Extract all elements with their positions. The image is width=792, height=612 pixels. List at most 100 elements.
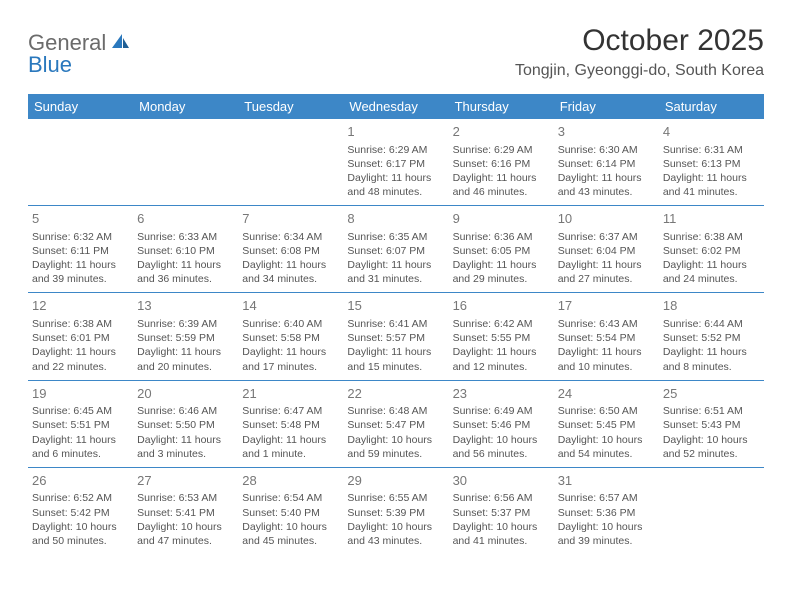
day-info-line: Daylight: 11 hours	[242, 258, 339, 272]
calendar-day-cell: 11Sunrise: 6:38 AMSunset: 6:02 PMDayligh…	[659, 206, 764, 293]
day-info-line: and 59 minutes.	[347, 447, 444, 461]
day-info-line: and 36 minutes.	[137, 272, 234, 286]
day-info-line: Sunrise: 6:51 AM	[663, 404, 760, 418]
calendar-day-cell: 31Sunrise: 6:57 AMSunset: 5:36 PMDayligh…	[554, 467, 659, 554]
day-info-line: Sunset: 6:08 PM	[242, 244, 339, 258]
day-header: Tuesday	[238, 94, 343, 119]
day-info-line: Sunrise: 6:29 AM	[347, 143, 444, 157]
day-info-line: and 15 minutes.	[347, 360, 444, 374]
day-info-line: Sunrise: 6:38 AM	[663, 230, 760, 244]
day-info-line: Sunrise: 6:53 AM	[137, 491, 234, 505]
day-info-line: Sunset: 6:04 PM	[558, 244, 655, 258]
calendar-day-cell: 13Sunrise: 6:39 AMSunset: 5:59 PMDayligh…	[133, 293, 238, 380]
day-info-line: Daylight: 11 hours	[242, 345, 339, 359]
calendar-day-cell: 20Sunrise: 6:46 AMSunset: 5:50 PMDayligh…	[133, 380, 238, 467]
day-info-line: Sunrise: 6:33 AM	[137, 230, 234, 244]
day-number: 30	[453, 472, 550, 490]
calendar-day-cell: 5Sunrise: 6:32 AMSunset: 6:11 PMDaylight…	[28, 206, 133, 293]
day-info-line: Sunrise: 6:39 AM	[137, 317, 234, 331]
day-info-line: and 39 minutes.	[32, 272, 129, 286]
day-info-line: Sunrise: 6:36 AM	[453, 230, 550, 244]
day-info-line: Sunset: 5:36 PM	[558, 506, 655, 520]
day-info-line: and 8 minutes.	[663, 360, 760, 374]
day-info-line: Sunrise: 6:45 AM	[32, 404, 129, 418]
day-info-line: Sunset: 6:01 PM	[32, 331, 129, 345]
day-info-line: Sunrise: 6:34 AM	[242, 230, 339, 244]
day-info-line: Sunset: 5:51 PM	[32, 418, 129, 432]
day-info-line: Daylight: 10 hours	[453, 433, 550, 447]
day-info-line: Daylight: 11 hours	[663, 258, 760, 272]
day-info-line: and 47 minutes.	[137, 534, 234, 548]
day-info-line: and 50 minutes.	[32, 534, 129, 548]
day-info-line: Sunrise: 6:54 AM	[242, 491, 339, 505]
day-number: 24	[558, 385, 655, 403]
calendar-day-cell: 26Sunrise: 6:52 AMSunset: 5:42 PMDayligh…	[28, 467, 133, 554]
day-info-line: Daylight: 10 hours	[453, 520, 550, 534]
day-info-line: Sunrise: 6:38 AM	[32, 317, 129, 331]
day-info-line: and 1 minute.	[242, 447, 339, 461]
day-info-line: and 52 minutes.	[663, 447, 760, 461]
calendar-week-row: 19Sunrise: 6:45 AMSunset: 5:51 PMDayligh…	[28, 380, 764, 467]
day-info-line: Daylight: 11 hours	[453, 171, 550, 185]
day-info-line: Sunrise: 6:48 AM	[347, 404, 444, 418]
day-info-line: Sunrise: 6:30 AM	[558, 143, 655, 157]
logo-sub: Blue	[28, 52, 72, 78]
calendar-day-cell: 12Sunrise: 6:38 AMSunset: 6:01 PMDayligh…	[28, 293, 133, 380]
day-info-line: Sunrise: 6:40 AM	[242, 317, 339, 331]
day-info-line: Sunrise: 6:43 AM	[558, 317, 655, 331]
day-info-line: Daylight: 11 hours	[453, 258, 550, 272]
day-info-line: Sunset: 6:14 PM	[558, 157, 655, 171]
day-info-line: Daylight: 11 hours	[453, 345, 550, 359]
location: Tongjin, Gyeonggi-do, South Korea	[515, 62, 764, 80]
day-info-line: Sunset: 6:07 PM	[347, 244, 444, 258]
day-number: 22	[347, 385, 444, 403]
calendar-day-cell	[133, 119, 238, 206]
day-number: 5	[32, 210, 129, 228]
calendar-day-cell: 7Sunrise: 6:34 AMSunset: 6:08 PMDaylight…	[238, 206, 343, 293]
day-header: Wednesday	[343, 94, 448, 119]
day-info-line: Sunset: 6:10 PM	[137, 244, 234, 258]
day-info-line: Sunset: 5:37 PM	[453, 506, 550, 520]
day-info-line: Daylight: 10 hours	[663, 433, 760, 447]
calendar-day-cell: 17Sunrise: 6:43 AMSunset: 5:54 PMDayligh…	[554, 293, 659, 380]
day-header: Friday	[554, 94, 659, 119]
day-number: 27	[137, 472, 234, 490]
day-number: 11	[663, 210, 760, 228]
month-title: October 2025	[515, 24, 764, 58]
day-info-line: Daylight: 11 hours	[32, 258, 129, 272]
day-number: 31	[558, 472, 655, 490]
logo-sail-icon	[110, 32, 130, 55]
day-info-line: Sunrise: 6:57 AM	[558, 491, 655, 505]
calendar-week-row: 1Sunrise: 6:29 AMSunset: 6:17 PMDaylight…	[28, 119, 764, 206]
day-number: 6	[137, 210, 234, 228]
day-info-line: Sunset: 5:46 PM	[453, 418, 550, 432]
day-info-line: Sunrise: 6:42 AM	[453, 317, 550, 331]
day-number: 1	[347, 123, 444, 141]
day-info-line: Sunset: 6:16 PM	[453, 157, 550, 171]
day-info-line: Sunrise: 6:41 AM	[347, 317, 444, 331]
calendar-day-cell: 24Sunrise: 6:50 AMSunset: 5:45 PMDayligh…	[554, 380, 659, 467]
day-info-line: Daylight: 11 hours	[137, 433, 234, 447]
day-info-line: Sunset: 5:48 PM	[242, 418, 339, 432]
day-info-line: and 41 minutes.	[453, 534, 550, 548]
calendar-body: 1Sunrise: 6:29 AMSunset: 6:17 PMDaylight…	[28, 119, 764, 554]
day-info-line: and 10 minutes.	[558, 360, 655, 374]
day-info-line: Daylight: 10 hours	[242, 520, 339, 534]
calendar-day-cell: 15Sunrise: 6:41 AMSunset: 5:57 PMDayligh…	[343, 293, 448, 380]
day-info-line: Sunrise: 6:29 AM	[453, 143, 550, 157]
day-info-line: and 34 minutes.	[242, 272, 339, 286]
day-info-line: Daylight: 11 hours	[558, 345, 655, 359]
day-info-line: and 20 minutes.	[137, 360, 234, 374]
day-info-line: and 45 minutes.	[242, 534, 339, 548]
day-info-line: Sunrise: 6:46 AM	[137, 404, 234, 418]
calendar-day-cell: 25Sunrise: 6:51 AMSunset: 5:43 PMDayligh…	[659, 380, 764, 467]
day-info-line: Daylight: 11 hours	[663, 345, 760, 359]
day-info-line: and 56 minutes.	[453, 447, 550, 461]
day-number: 4	[663, 123, 760, 141]
day-info-line: Daylight: 11 hours	[347, 258, 444, 272]
day-info-line: Daylight: 10 hours	[558, 433, 655, 447]
day-info-line: Sunset: 6:11 PM	[32, 244, 129, 258]
day-header-row: SundayMondayTuesdayWednesdayThursdayFrid…	[28, 94, 764, 119]
day-info-line: and 22 minutes.	[32, 360, 129, 374]
day-header: Thursday	[449, 94, 554, 119]
